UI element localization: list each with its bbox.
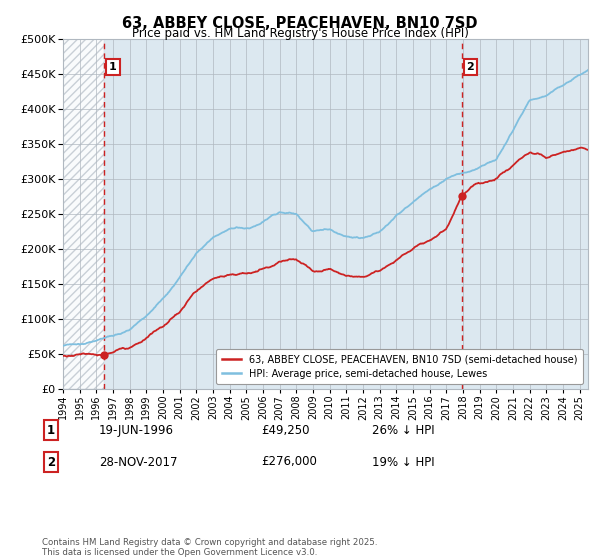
Text: £276,000: £276,000 (261, 455, 317, 469)
Bar (63, 39, 104, 389)
Text: 19-JUN-1996: 19-JUN-1996 (99, 423, 174, 437)
Text: £49,250: £49,250 (261, 423, 310, 437)
Text: 63, ABBEY CLOSE, PEACEHAVEN, BN10 7SD: 63, ABBEY CLOSE, PEACEHAVEN, BN10 7SD (122, 16, 478, 31)
Text: 19% ↓ HPI: 19% ↓ HPI (372, 455, 434, 469)
Legend: 63, ABBEY CLOSE, PEACEHAVEN, BN10 7SD (semi-detached house), HPI: Average price,: 63, ABBEY CLOSE, PEACEHAVEN, BN10 7SD (s… (216, 349, 583, 384)
Text: 1: 1 (47, 423, 55, 437)
Text: Contains HM Land Registry data © Crown copyright and database right 2025.
This d: Contains HM Land Registry data © Crown c… (42, 538, 377, 557)
Text: 2: 2 (467, 62, 474, 72)
Text: 2: 2 (47, 455, 55, 469)
Text: 1: 1 (109, 62, 117, 72)
Text: 28-NOV-2017: 28-NOV-2017 (99, 455, 178, 469)
Text: Price paid vs. HM Land Registry's House Price Index (HPI): Price paid vs. HM Land Registry's House … (131, 27, 469, 40)
Text: 26% ↓ HPI: 26% ↓ HPI (372, 423, 434, 437)
